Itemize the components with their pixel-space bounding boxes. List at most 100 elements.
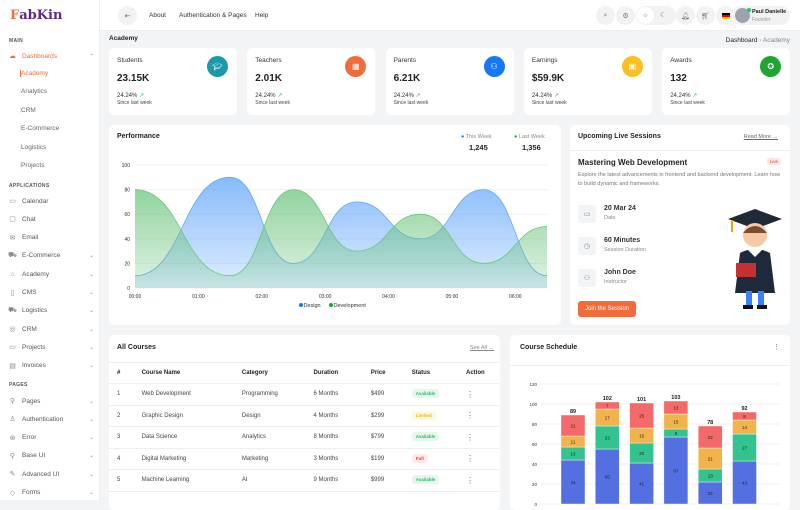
stat-card-earnings: Earnings $59.9K 24.24% ↗ Since last week ▣: [523, 48, 652, 115]
sidebar-subitem-logistics[interactable]: Logistics: [20, 143, 47, 151]
nav-help[interactable]: Help: [255, 12, 269, 19]
sidebar-item-dashboards[interactable]: ☁ Dashboards ⌃: [8, 49, 94, 63]
y-tick-label: 40: [532, 462, 538, 467]
x-tick-label: 03:00: [319, 294, 332, 300]
column-header: Category: [233, 362, 306, 384]
stat-value: 2.01K: [255, 73, 282, 84]
sidebar-subitem-e-commerce[interactable]: E-Commerce: [20, 125, 60, 133]
sidebar-item-invoices[interactable]: ▤ Invoices ⌄: [8, 359, 94, 373]
table-cell: Graphic Design: [133, 405, 234, 427]
sidebar-subitem-analytics[interactable]: Analytics: [20, 88, 48, 96]
section-main: MAIN: [9, 38, 23, 44]
settings-button[interactable]: ⚙: [616, 6, 635, 25]
sidebar-subitem-academy[interactable]: Academy: [20, 70, 49, 77]
label: Invoices: [22, 362, 46, 370]
breadcrumb-dashboard[interactable]: Dashboard: [725, 37, 758, 44]
cell-text: 3 Months: [313, 455, 339, 462]
sidebar-subitem-crm[interactable]: CRM: [20, 106, 36, 114]
cell-text: $199: [370, 455, 385, 462]
y-tick-label: 120: [529, 382, 537, 387]
bar-segment: [732, 411, 757, 421]
user-role: Founder: [752, 17, 771, 23]
moon-icon[interactable]: ☾: [660, 12, 667, 19]
sun-icon[interactable]: ☼: [637, 7, 654, 24]
all-courses-card: All Courses See All → # Course Name Catego…: [109, 335, 500, 510]
chalkboard-icon: ▦: [345, 56, 367, 77]
table-row: 4 Digital Marketing Marketing 3 Months $199 F…: [109, 448, 499, 470]
search-button[interactable]: ⌕: [596, 6, 615, 25]
trend-up-icon: ↗: [552, 93, 559, 99]
nav-auth-pages[interactable]: Authentication & Pages: [179, 12, 247, 19]
sidebar-item-pages[interactable]: ⚲ Pages ⌄: [8, 394, 94, 408]
sidebar-item-e-commerce[interactable]: ⛟ E-Commerce ⌄: [8, 249, 94, 263]
sidebar-item-cms[interactable]: ▯ CMS ⌄: [8, 286, 94, 300]
collapse-sidebar-button[interactable]: ⇤: [118, 6, 137, 25]
more-actions-icon[interactable]: ⋮: [466, 389, 475, 399]
table-cell: Limited: [403, 405, 459, 427]
sidebar-item-error[interactable]: ⊛ Error ⌄: [8, 431, 94, 445]
nav-about[interactable]: About: [149, 12, 166, 19]
legend-label: Development: [334, 303, 367, 309]
online-status-dot: [747, 8, 751, 12]
join-session-button[interactable]: Join the Session: [578, 301, 636, 317]
course-schedule-card: Course Schedule ⋮ 0 20 40 60 80 100 120 44 13 11 2…: [510, 335, 790, 510]
sidebar-item-projects[interactable]: ▭ Projects ⌄: [8, 340, 94, 354]
language-button[interactable]: [716, 6, 735, 25]
more-options-icon[interactable]: ⋮: [773, 344, 780, 351]
read-more-link[interactable]: Read More →: [743, 134, 778, 140]
user-menu[interactable]: Paul Danielle Founder: [732, 6, 790, 25]
sidebar-item-forms[interactable]: ◇ Forms ⌄: [8, 486, 94, 500]
more-actions-icon[interactable]: ⋮: [466, 411, 475, 421]
performance-title: Performance: [117, 133, 160, 140]
y-tick-label: 80: [532, 422, 538, 427]
action-cell: ⋮: [458, 469, 499, 492]
logo[interactable]: FabKin: [10, 8, 63, 23]
chevron-down-icon: ⌄: [88, 253, 94, 260]
more-actions-icon[interactable]: ⋮: [466, 454, 475, 464]
bar-value-label: 8: [675, 431, 678, 436]
chevron-down-icon: ⌄: [88, 453, 94, 460]
more-actions-icon[interactable]: ⋮: [466, 475, 475, 485]
bar-total-label: 92: [741, 406, 747, 412]
sidebar-item-crm[interactable]: ◎ CRM ⌄: [8, 322, 94, 336]
stat-change: 24.24% ↗: [393, 93, 421, 99]
bar-value-label: 43: [742, 481, 748, 486]
sidebar-item-base-ui[interactable]: ⚲ Base UI ⌄: [8, 449, 94, 463]
line-development: [134, 189, 548, 277]
table-cell: Available: [403, 426, 459, 449]
calendar-icon: ▭: [9, 198, 16, 205]
table-cell: Digital Marketing: [133, 448, 234, 470]
session-name: Mastering Web Development: [578, 158, 688, 167]
table-cell: AI: [233, 469, 306, 492]
x-tick-label: 04:00: [382, 294, 395, 300]
bar-value-label: 8: [743, 414, 746, 419]
column-header: Action: [458, 362, 499, 384]
sidebar-item-academy[interactable]: ⌂ Academy ⌄: [8, 267, 94, 281]
sidebar-item-email[interactable]: ✉ Email: [8, 231, 94, 245]
sidebar-item-chat[interactable]: ▢ Chat: [8, 212, 94, 226]
notifications-button[interactable]: 🔔︎: [676, 6, 695, 25]
theme-toggle[interactable]: ☼ ☾: [636, 6, 676, 25]
table-cell: $299: [362, 405, 404, 427]
table-cell: Analytics: [233, 426, 306, 449]
clock-icon: ◷: [578, 237, 596, 255]
label: E-Commerce: [22, 252, 61, 260]
bar-value-label: 15: [673, 420, 679, 425]
breadcrumb: Dashboard › Academy: [725, 37, 790, 44]
more-actions-icon[interactable]: ⋮: [466, 432, 475, 442]
sidebar-subitem-projects[interactable]: Projects: [20, 162, 45, 169]
stat-label: Earnings: [531, 57, 558, 64]
sidebar-item-authentication[interactable]: ♙ Authentication ⌄: [8, 412, 94, 426]
graduation-cap-icon: 🎓︎: [207, 56, 228, 77]
see-all-link[interactable]: See All →: [469, 345, 494, 351]
stat-label: Awards: [670, 57, 692, 64]
bar-total-label: 101: [637, 397, 646, 403]
session-info-value: 60 Minutes: [604, 237, 641, 244]
sidebar-item-logistics[interactable]: ⛟ Logistics ⌄: [8, 304, 94, 318]
trend-up-icon: ↗: [137, 93, 145, 99]
sidebar-item-advanced-ui[interactable]: ✎ Advanced UI ⌄: [8, 467, 94, 481]
x-tick-label: 05:00: [446, 294, 459, 300]
sidebar-item-calendar[interactable]: ▭ Calendar: [8, 194, 94, 208]
cell-text: 4 Months: [313, 412, 339, 419]
cart-button[interactable]: 🛒︎: [696, 6, 715, 25]
